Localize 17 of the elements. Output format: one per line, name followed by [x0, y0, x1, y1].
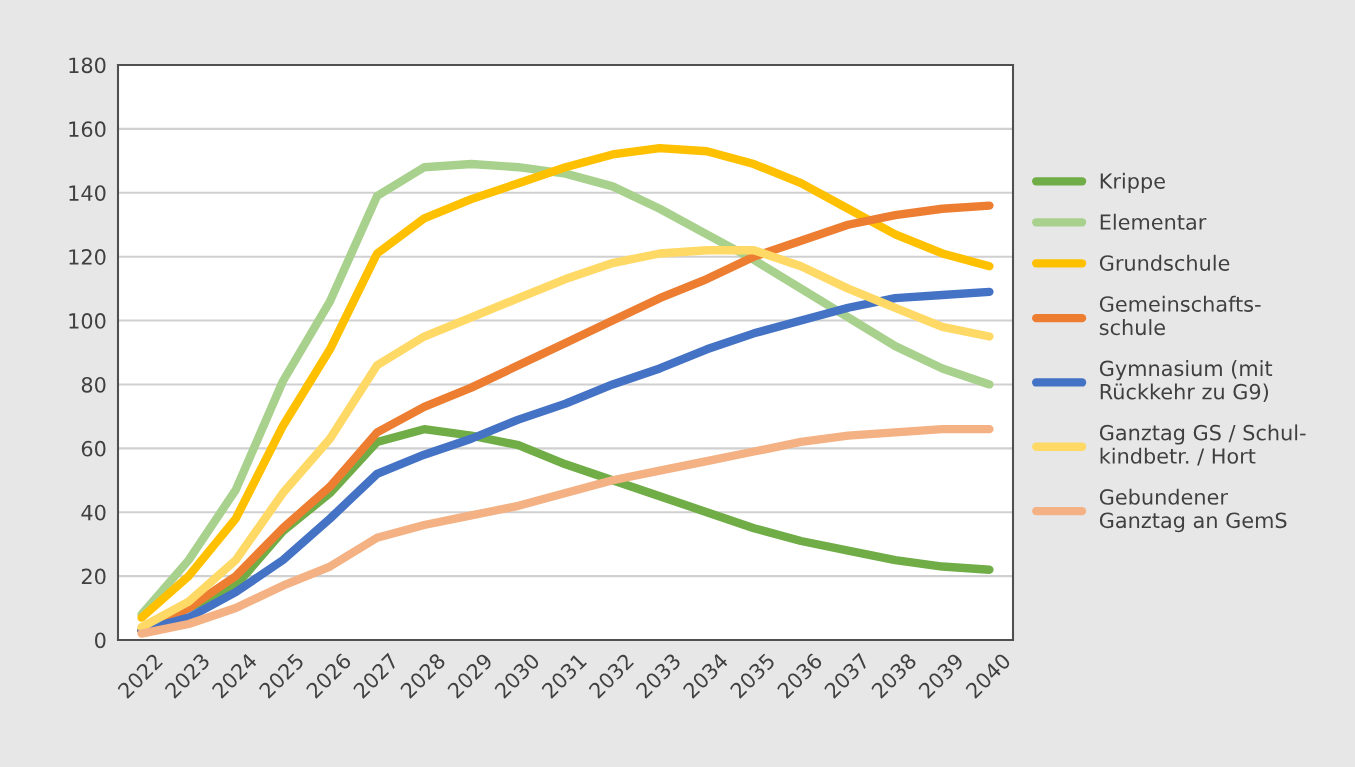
y-tick-label: 140: [69, 185, 106, 201]
legend-label: Gemeinschafts- schule: [1099, 295, 1261, 336]
legend-label: Krippe: [1100, 172, 1165, 193]
legend-label: Gebundener Ganztag an GemS: [1099, 488, 1287, 533]
y-tick-label: 40: [81, 504, 106, 521]
y-tick-label: 60: [81, 440, 106, 457]
y-tick-label: 160: [69, 121, 106, 138]
y-tick-label: 20: [81, 568, 106, 585]
legend-label: Ganztag GS / Schul- kindbetr. / Hort: [1099, 424, 1306, 466]
y-tick-label: 100: [69, 313, 106, 329]
y-tick-label: 180: [69, 57, 106, 74]
y-tick-label: 0: [95, 632, 106, 649]
legend-label: Elementar: [1100, 213, 1207, 230]
legend-label: Gymnasium (mit Rückkehr zu G9): [1099, 360, 1273, 402]
y-tick-label: 80: [81, 376, 106, 393]
y-tick-label: 120: [69, 249, 106, 265]
legend-label: Grundschule: [1099, 254, 1230, 271]
